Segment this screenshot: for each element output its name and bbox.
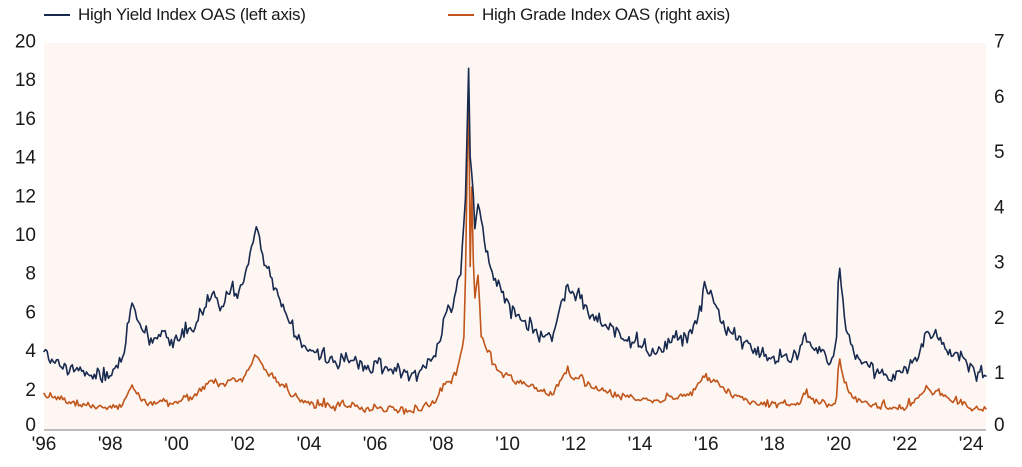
- svg-text:'04: '04: [297, 434, 322, 455]
- svg-text:'12: '12: [561, 434, 586, 455]
- svg-text:'24: '24: [959, 434, 984, 455]
- svg-text:14: 14: [15, 148, 37, 169]
- svg-text:'06: '06: [363, 434, 388, 455]
- svg-text:'98: '98: [98, 434, 123, 455]
- svg-text:'96: '96: [32, 434, 57, 455]
- svg-text:'20: '20: [826, 434, 851, 455]
- svg-text:1: 1: [994, 363, 1005, 384]
- svg-text:4: 4: [994, 197, 1005, 218]
- svg-text:'00: '00: [164, 434, 189, 455]
- svg-text:'22: '22: [893, 434, 918, 455]
- svg-text:2: 2: [25, 380, 36, 401]
- svg-text:3: 3: [994, 253, 1005, 274]
- svg-text:'02: '02: [230, 434, 255, 455]
- svg-text:'08: '08: [429, 434, 454, 455]
- svg-text:'14: '14: [628, 434, 653, 455]
- svg-text:0: 0: [25, 415, 36, 436]
- svg-text:10: 10: [15, 225, 36, 246]
- svg-text:'18: '18: [760, 434, 785, 455]
- svg-text:20: 20: [15, 32, 36, 53]
- svg-text:0: 0: [994, 415, 1005, 436]
- svg-text:2: 2: [994, 308, 1005, 329]
- svg-text:12: 12: [15, 186, 36, 207]
- svg-text:8: 8: [25, 264, 36, 285]
- svg-text:6: 6: [25, 302, 36, 323]
- svg-text:6: 6: [994, 87, 1005, 108]
- svg-text:7: 7: [994, 32, 1005, 53]
- svg-text:4: 4: [25, 341, 36, 362]
- svg-text:'16: '16: [694, 434, 719, 455]
- svg-text:'10: '10: [495, 434, 520, 455]
- svg-text:18: 18: [15, 70, 36, 91]
- svg-text:5: 5: [994, 142, 1005, 163]
- svg-text:16: 16: [15, 109, 36, 130]
